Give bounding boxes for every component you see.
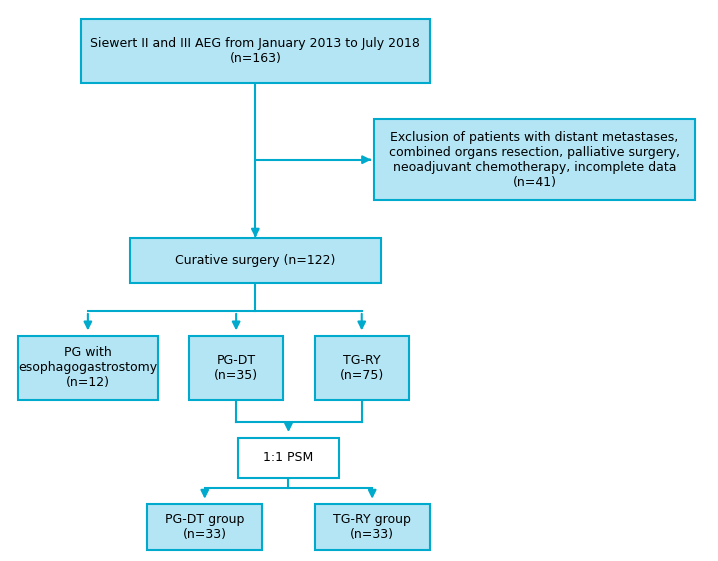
- Text: PG with
esophagogastrostomy
(n=12): PG with esophagogastrostomy (n=12): [19, 347, 157, 389]
- FancyBboxPatch shape: [189, 336, 283, 400]
- Text: TG-RY group
(n=33): TG-RY group (n=33): [333, 513, 411, 541]
- Text: PG-DT group
(n=33): PG-DT group (n=33): [165, 513, 244, 541]
- FancyBboxPatch shape: [130, 238, 381, 283]
- FancyBboxPatch shape: [81, 20, 430, 84]
- Text: PG-DT
(n=35): PG-DT (n=35): [214, 354, 258, 382]
- FancyBboxPatch shape: [147, 504, 262, 550]
- FancyBboxPatch shape: [314, 336, 409, 400]
- Text: Siewert II and III AEG from January 2013 to July 2018
(n=163): Siewert II and III AEG from January 2013…: [90, 38, 420, 66]
- Text: 1:1 PSM: 1:1 PSM: [264, 451, 314, 464]
- FancyBboxPatch shape: [18, 336, 158, 400]
- Text: Curative surgery (n=122): Curative surgery (n=122): [175, 254, 335, 267]
- Text: Exclusion of patients with distant metastases,
combined organs resection, pallia: Exclusion of patients with distant metas…: [389, 131, 680, 188]
- FancyBboxPatch shape: [238, 438, 339, 477]
- FancyBboxPatch shape: [314, 504, 430, 550]
- FancyBboxPatch shape: [374, 119, 695, 200]
- Text: TG-RY
(n=75): TG-RY (n=75): [340, 354, 384, 382]
